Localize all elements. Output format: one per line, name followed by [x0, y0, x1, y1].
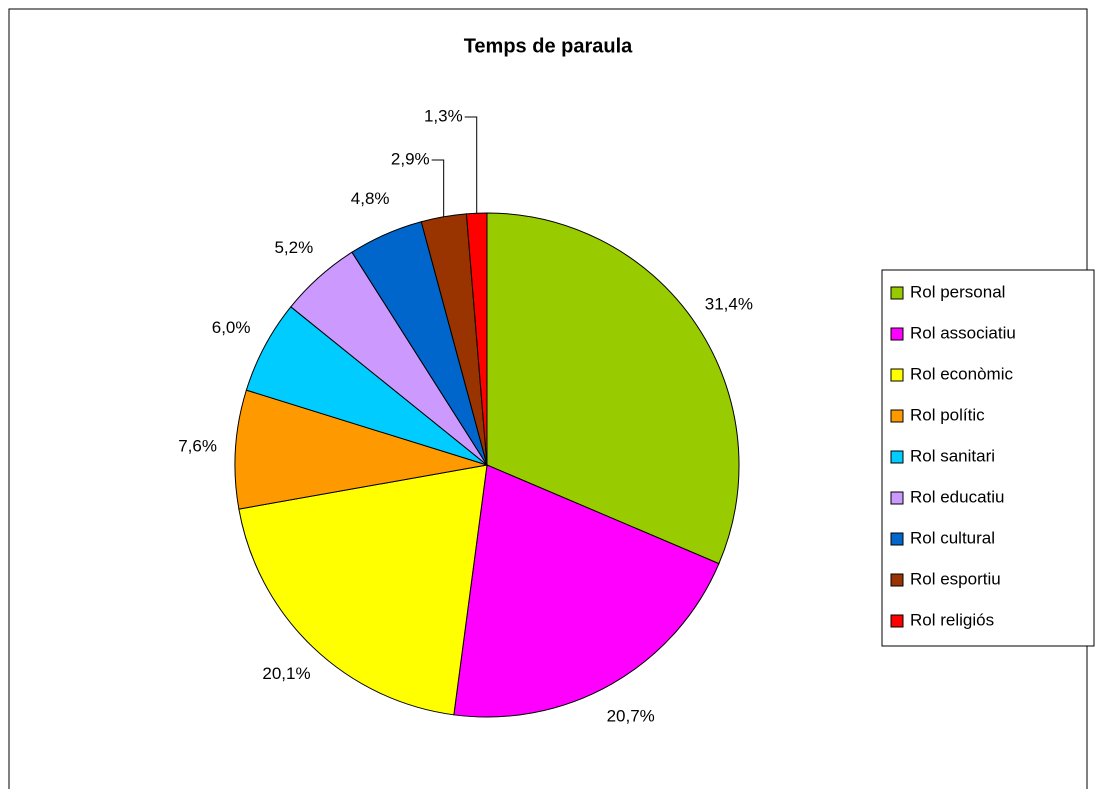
- data-label: 31,4%: [705, 295, 753, 314]
- leader-line: [431, 159, 445, 217]
- data-label: 20,7%: [607, 706, 655, 725]
- legend-swatch: [890, 532, 904, 546]
- pie-slice: [486, 212, 740, 565]
- leader-line: [464, 116, 478, 214]
- chart-title: Temps de paraula: [464, 35, 633, 57]
- legend-label: Rol associatiu: [910, 323, 1016, 342]
- data-label: 6,0%: [212, 318, 251, 337]
- legend-label: Rol religiós: [910, 610, 994, 629]
- legend-label: Rol sanitari: [910, 446, 995, 465]
- legend-swatch: [890, 491, 904, 505]
- data-label: 2,9%: [391, 149, 430, 168]
- legend-swatch: [890, 327, 904, 341]
- legend-swatch: [890, 614, 904, 628]
- data-label: 7,6%: [178, 436, 217, 455]
- data-label: 1,3%: [424, 106, 463, 125]
- legend-swatch: [890, 409, 904, 423]
- pie-slice: [238, 464, 488, 716]
- legend-swatch: [890, 286, 904, 300]
- data-label: 20,1%: [262, 664, 310, 683]
- data-label: 5,2%: [274, 238, 313, 257]
- data-label: 4,8%: [351, 189, 390, 208]
- legend-label: Rol econòmic: [910, 364, 1013, 383]
- legend-box: [881, 269, 1095, 647]
- pie-slice: [234, 389, 488, 510]
- legend-swatch: [890, 573, 904, 587]
- pie-slice: [453, 464, 720, 718]
- legend-label: Rol personal: [910, 282, 1005, 301]
- legend-swatch: [890, 450, 904, 464]
- legend-label: Rol educatiu: [910, 487, 1005, 506]
- legend-swatch: [890, 368, 904, 382]
- legend-label: Rol cultural: [910, 528, 995, 547]
- legend-label: Rol esportiu: [910, 569, 1001, 588]
- legend-label: Rol polític: [910, 405, 985, 424]
